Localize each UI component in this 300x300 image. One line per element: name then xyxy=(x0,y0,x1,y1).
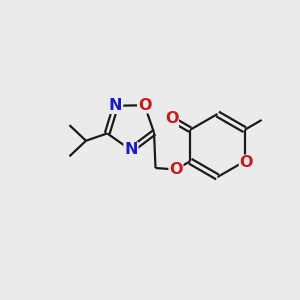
Text: O: O xyxy=(165,111,178,126)
Text: O: O xyxy=(138,98,152,113)
Text: N: N xyxy=(109,98,122,113)
Text: O: O xyxy=(169,162,183,177)
Text: N: N xyxy=(124,142,138,158)
Text: O: O xyxy=(239,155,253,170)
